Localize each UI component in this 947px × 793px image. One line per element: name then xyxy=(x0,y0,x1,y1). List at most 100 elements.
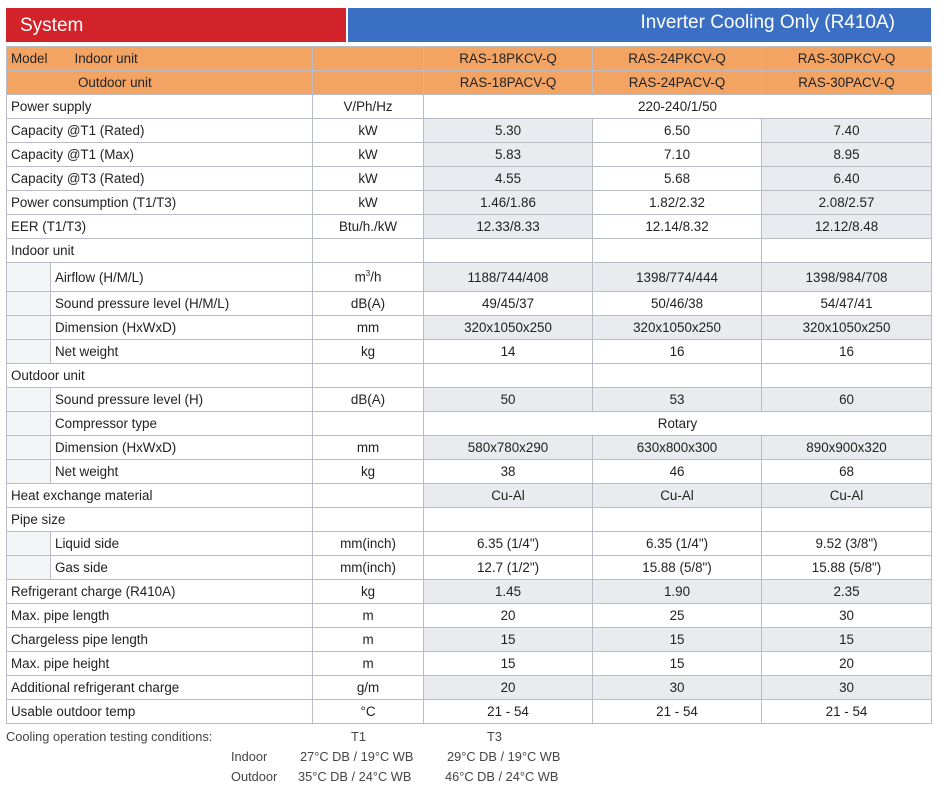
outdoor-model-3: RAS-30PACV-Q xyxy=(761,70,933,95)
indent-cell xyxy=(6,315,51,340)
row-value: 20 xyxy=(761,651,933,676)
power-supply-row: Power supply V/Ph/Hz 220-240/1/50 xyxy=(5,94,933,119)
row-value: 15 xyxy=(592,627,763,652)
row-value: Cu-Al xyxy=(423,483,594,508)
empty-cell xyxy=(312,238,425,263)
additional-refrigerant-row: Additional refrigerant charge g/m 20 30 … xyxy=(5,675,933,700)
row-unit: kW xyxy=(312,190,425,215)
indoor-model-2: RAS-24PKCV-Q xyxy=(592,46,763,71)
heat-exchange-row: Heat exchange material Cu-Al Cu-Al Cu-Al xyxy=(5,483,933,508)
row-unit: kW xyxy=(312,142,425,167)
header-unit-blank xyxy=(312,70,425,95)
row-label: Capacity @T1 (Rated) xyxy=(5,118,314,143)
row-value: 7.40 xyxy=(761,118,933,143)
row-value: 12.33/8.33 xyxy=(423,214,594,239)
model-label: Model xyxy=(11,51,48,66)
row-value: 60 xyxy=(761,387,933,412)
cap-t1-rated-row: Capacity @T1 (Rated) kW 5.30 6.50 7.40 xyxy=(5,118,933,143)
model-indoor-label: Model Indoor unit xyxy=(5,46,314,71)
row-value: 890x900x320 xyxy=(761,435,933,460)
row-value: Cu-Al xyxy=(592,483,763,508)
row-value: 20 xyxy=(423,675,594,700)
row-value: 9.52 (3/8") xyxy=(761,531,933,556)
row-label: EER (T1/T3) xyxy=(5,214,314,239)
row-value: 320x1050x250 xyxy=(761,315,933,340)
outdoor-sound-row: Sound pressure level (H) dB(A) 50 53 60 xyxy=(6,387,933,412)
row-label: Capacity @T1 (Max) xyxy=(5,142,314,167)
t1-header: T1 xyxy=(351,729,366,744)
indent-cell xyxy=(6,555,51,580)
row-value: 14 xyxy=(423,339,594,364)
row-value: 53 xyxy=(592,387,763,412)
row-value: 1.45 xyxy=(423,579,594,604)
unit-sup: 3 xyxy=(365,269,371,279)
eer-row: EER (T1/T3) Btu/h./kW 12.33/8.33 12.14/8… xyxy=(5,214,933,239)
row-value: 2.08/2.57 xyxy=(761,190,933,215)
row-value: 30 xyxy=(761,603,933,628)
row-label: Liquid side xyxy=(49,531,314,556)
indent-cell xyxy=(6,291,51,316)
row-value: 220-240/1/50 xyxy=(423,94,933,119)
row-unit: mm(inch) xyxy=(312,555,425,580)
row-value: 15.88 (5/8") xyxy=(592,555,763,580)
row-value: 15 xyxy=(423,627,594,652)
title-banner: System Inverter Cooling Only (R410A) xyxy=(6,8,931,42)
outdoor-unit-section-row: Outdoor unit xyxy=(5,363,933,388)
series-title: Inverter Cooling Only (R410A) xyxy=(348,8,931,42)
outdoor-weight-row: Net weight kg 38 46 68 xyxy=(6,459,933,484)
row-unit: m xyxy=(312,627,425,652)
pipe-size-section-row: Pipe size xyxy=(5,507,933,532)
indoor-dimension-row: Dimension (HxWxD) mm 320x1050x250 320x10… xyxy=(6,315,933,340)
conditions-title: Cooling operation testing conditions: xyxy=(6,729,213,744)
row-value: 5.68 xyxy=(592,166,763,191)
empty-cell xyxy=(761,507,933,532)
empty-cell xyxy=(423,507,594,532)
row-value: 15 xyxy=(592,651,763,676)
indent-cell xyxy=(6,262,51,292)
row-value: 1398/774/444 xyxy=(592,262,763,292)
empty-cell xyxy=(592,238,763,263)
outdoor-label: Outdoor xyxy=(231,769,278,784)
row-label: Heat exchange material xyxy=(5,483,314,508)
row-unit: mm(inch) xyxy=(312,531,425,556)
row-value: 30 xyxy=(761,675,933,700)
row-value: 1188/744/408 xyxy=(423,262,594,292)
usable-outdoor-temp-row: Usable outdoor temp °C 21 - 54 21 - 54 2… xyxy=(5,699,933,724)
indent-cell xyxy=(6,459,51,484)
row-value: 8.95 xyxy=(761,142,933,167)
row-unit: dB(A) xyxy=(312,291,425,316)
row-value: 5.30 xyxy=(423,118,594,143)
row-unit: dB(A) xyxy=(312,387,425,412)
row-value: 6.35 (1/4") xyxy=(592,531,763,556)
outdoor-unit-label: Outdoor unit xyxy=(5,70,314,95)
row-label: Chargeless pipe length xyxy=(5,627,314,652)
row-value: 1.46/1.86 xyxy=(423,190,594,215)
indoor-unit-label: Indoor unit xyxy=(74,51,138,66)
indent-cell xyxy=(6,531,51,556)
row-unit: Btu/h./kW xyxy=(312,214,425,239)
row-label: Net weight xyxy=(49,339,314,364)
row-value: 320x1050x250 xyxy=(423,315,594,340)
liquid-side-row: Liquid side mm(inch) 6.35 (1/4") 6.35 (1… xyxy=(6,531,933,556)
max-pipe-length-row: Max. pipe length m 20 25 30 xyxy=(5,603,933,628)
row-value: 2.35 xyxy=(761,579,933,604)
row-label: Dimension (HxWxD) xyxy=(49,315,314,340)
row-value: 1398/984/708 xyxy=(761,262,933,292)
row-value: Cu-Al xyxy=(761,483,933,508)
row-value: 1.82/2.32 xyxy=(592,190,763,215)
empty-cell xyxy=(312,507,425,532)
row-value: 30 xyxy=(592,675,763,700)
row-value: 6.35 (1/4") xyxy=(423,531,594,556)
outdoor-dimension-row: Dimension (HxWxD) mm 580x780x290 630x800… xyxy=(6,435,933,460)
row-value: 21 - 54 xyxy=(761,699,933,724)
cap-t3-rated-row: Capacity @T3 (Rated) kW 4.55 5.68 6.40 xyxy=(5,166,933,191)
row-label: Power consumption (T1/T3) xyxy=(5,190,314,215)
outdoor-t3: 46°C DB / 24°C WB xyxy=(445,769,559,784)
indoor-unit-section-row: Indoor unit xyxy=(5,238,933,263)
header-unit-blank xyxy=(312,46,425,71)
row-label: Additional refrigerant charge xyxy=(5,675,314,700)
row-value: 5.83 xyxy=(423,142,594,167)
row-value: 630x800x300 xyxy=(592,435,763,460)
row-unit: °C xyxy=(312,699,425,724)
row-value: 15 xyxy=(761,627,933,652)
